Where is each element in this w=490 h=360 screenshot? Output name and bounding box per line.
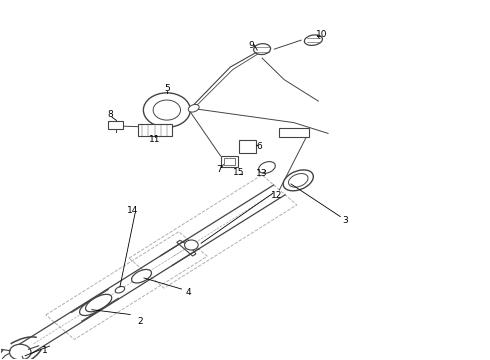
Text: 7: 7 xyxy=(217,166,222,175)
Circle shape xyxy=(185,240,198,250)
Circle shape xyxy=(144,93,190,127)
Text: 8: 8 xyxy=(108,110,114,119)
Ellipse shape xyxy=(115,287,124,293)
FancyBboxPatch shape xyxy=(220,156,238,167)
FancyBboxPatch shape xyxy=(239,140,256,153)
Ellipse shape xyxy=(259,162,275,173)
Ellipse shape xyxy=(304,35,322,45)
Text: 4: 4 xyxy=(186,288,192,297)
FancyBboxPatch shape xyxy=(138,124,172,135)
Ellipse shape xyxy=(283,170,313,191)
FancyBboxPatch shape xyxy=(224,158,235,165)
Text: 12: 12 xyxy=(271,190,282,199)
Text: 2: 2 xyxy=(137,317,143,326)
Text: 5: 5 xyxy=(164,84,170,93)
Circle shape xyxy=(153,100,180,120)
Text: 10: 10 xyxy=(317,30,328,39)
Text: 13: 13 xyxy=(256,169,268,178)
Text: 1: 1 xyxy=(42,346,48,355)
Ellipse shape xyxy=(254,44,270,55)
Text: 11: 11 xyxy=(149,135,160,144)
Circle shape xyxy=(9,344,31,360)
Ellipse shape xyxy=(188,104,199,112)
FancyBboxPatch shape xyxy=(279,128,309,137)
Ellipse shape xyxy=(86,294,112,312)
Text: 6: 6 xyxy=(257,142,263,151)
Text: 14: 14 xyxy=(127,206,138,215)
Text: 15: 15 xyxy=(233,168,245,177)
Text: 3: 3 xyxy=(343,216,348,225)
Ellipse shape xyxy=(2,352,19,360)
Ellipse shape xyxy=(79,298,106,315)
Ellipse shape xyxy=(289,174,308,187)
FancyBboxPatch shape xyxy=(108,121,123,129)
Text: 9: 9 xyxy=(248,41,254,50)
Ellipse shape xyxy=(131,269,151,283)
